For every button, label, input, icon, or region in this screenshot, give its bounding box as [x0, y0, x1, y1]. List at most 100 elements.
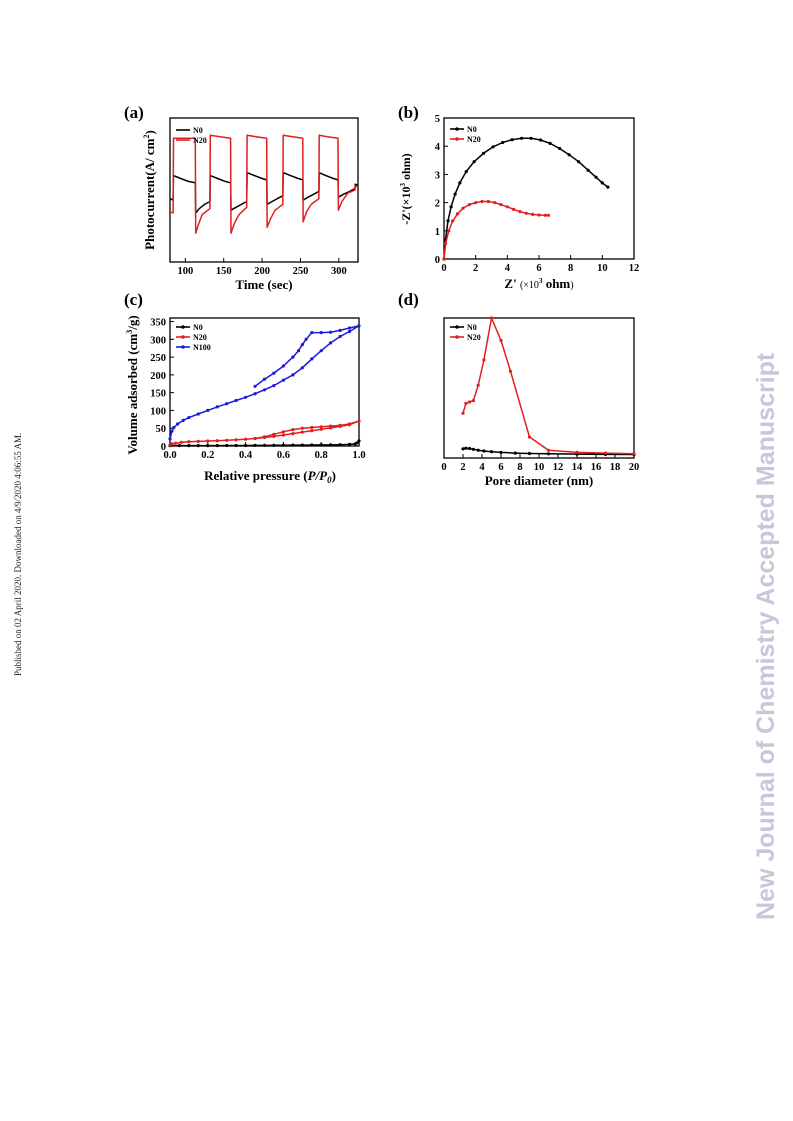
panel-b-xtick-label: 10 — [597, 263, 608, 274]
series-n0-point — [262, 443, 267, 447]
panel-a-xtick-label: 150 — [216, 266, 232, 277]
series-n0-point — [527, 451, 532, 456]
series-n0-point — [482, 151, 486, 155]
legend-marker-n20 — [455, 335, 459, 339]
series-n0-point — [594, 175, 598, 179]
series-n20-point — [632, 452, 636, 456]
legend-marker-n0 — [181, 325, 185, 329]
panel-d-xtick-label: 18 — [610, 462, 621, 473]
series-n100-point — [234, 398, 238, 403]
series-n20-point — [329, 424, 333, 428]
panel-d-xtick-label: 6 — [498, 462, 503, 473]
series-n100-point — [176, 422, 180, 426]
series-n20-point — [455, 212, 460, 216]
series-n0-point — [606, 185, 610, 189]
series-n0-point — [468, 446, 472, 451]
series-n0-point — [196, 444, 200, 448]
series-n20-point — [444, 241, 448, 246]
series-n100-point — [291, 355, 295, 359]
panel-b-ytick-label: 3 — [435, 170, 440, 181]
series-n0-point — [461, 447, 465, 451]
series-n0-point — [476, 448, 480, 452]
series-n100-point — [338, 334, 342, 339]
series-n100-point — [300, 366, 304, 370]
series-n0-point — [357, 439, 361, 443]
series-n20-point — [524, 211, 528, 215]
panel-b-ytick-label: 4 — [435, 142, 441, 153]
series-n20-point — [468, 400, 472, 404]
series-n20-point — [215, 439, 219, 443]
series-n20-point — [300, 426, 304, 430]
series-n20-line — [169, 420, 360, 446]
panel-a-label: (a) — [124, 103, 144, 122]
series-n0-point — [513, 451, 517, 455]
series-n100-point — [225, 402, 229, 406]
series-n20-point — [499, 203, 503, 207]
series-n20-point — [546, 448, 551, 452]
series-n20-point — [170, 442, 174, 446]
series-n0-point — [206, 444, 210, 448]
series-n100-point — [262, 377, 267, 381]
series-n20-point — [482, 358, 486, 362]
panel-d-xtick-label: 20 — [629, 462, 640, 473]
series-n20-point — [467, 203, 471, 207]
series-n100-point — [206, 408, 210, 412]
panel-b-xtick-label: 12 — [629, 263, 640, 274]
series-n20-point — [537, 213, 541, 217]
legend-marker-n0 — [455, 325, 459, 329]
panel-a-frame — [169, 117, 359, 263]
series-n20-point — [512, 207, 516, 211]
series-n20-point — [442, 257, 446, 261]
legend-label-n20: N20 — [467, 333, 481, 342]
series-n20-point — [543, 213, 547, 217]
legend-marker-n20 — [181, 335, 185, 339]
series-n0-point — [600, 181, 604, 185]
series-n0-point — [347, 442, 352, 446]
series-n20-point — [225, 438, 229, 442]
series-n0-point — [253, 443, 257, 447]
series-n100-point — [329, 330, 333, 334]
panel-c-ytick-label: 200 — [150, 371, 166, 382]
series-n20-point — [603, 451, 608, 455]
series-n20-point — [451, 219, 455, 223]
series-n0-point — [464, 170, 468, 174]
panel-d-xtick-label: 16 — [591, 462, 602, 473]
panel-c-ytick-label: 100 — [150, 406, 166, 417]
panel-c-ylabel: Volume adsorbed (cm3/g) — [125, 315, 140, 454]
series-n0-point — [244, 443, 248, 448]
series-n100-point — [310, 331, 314, 335]
series-n20-point — [480, 199, 484, 204]
panel-c-xlabel: Relative pressure (P/P0) — [204, 468, 336, 485]
legend-marker-n100 — [181, 345, 185, 349]
series-n20-point — [196, 439, 200, 443]
panel-c-xtick-label: 1.0 — [352, 450, 365, 461]
panel-c-ytick-label: 350 — [150, 318, 166, 329]
series-n0-point — [501, 140, 505, 145]
series-n20-point — [338, 423, 342, 427]
series-n0-point — [446, 219, 450, 223]
series-n20-point — [546, 213, 551, 217]
panel-d-xtick-label: 12 — [553, 462, 564, 473]
panel-d-xtick-label: 4 — [479, 462, 485, 473]
legend-label-n100: N100 — [193, 343, 211, 352]
series-n100-point — [357, 324, 361, 328]
series-n0-point — [300, 443, 304, 447]
series-n20-point — [476, 383, 480, 387]
panel-c-label: (c) — [124, 290, 143, 309]
series-n100-point — [172, 425, 176, 430]
panel-d-xtick-label: 8 — [517, 462, 522, 473]
series-n0-line — [169, 171, 359, 214]
legend-label-n0: N0 — [467, 323, 477, 332]
series-n20-point — [319, 425, 323, 429]
series-n0-point — [548, 141, 552, 145]
series-n0-point — [558, 146, 562, 151]
panel-d-xtick-label: 0 — [441, 462, 446, 473]
legend-label-n0: N0 — [467, 125, 477, 134]
panel-c-xtick-label: 0.6 — [277, 450, 290, 461]
series-n20-point — [499, 338, 503, 342]
panel-c-ytick-label: 0 — [161, 442, 166, 453]
series-n20-point — [310, 429, 314, 433]
panel-c-ytick-label: 150 — [150, 389, 166, 400]
